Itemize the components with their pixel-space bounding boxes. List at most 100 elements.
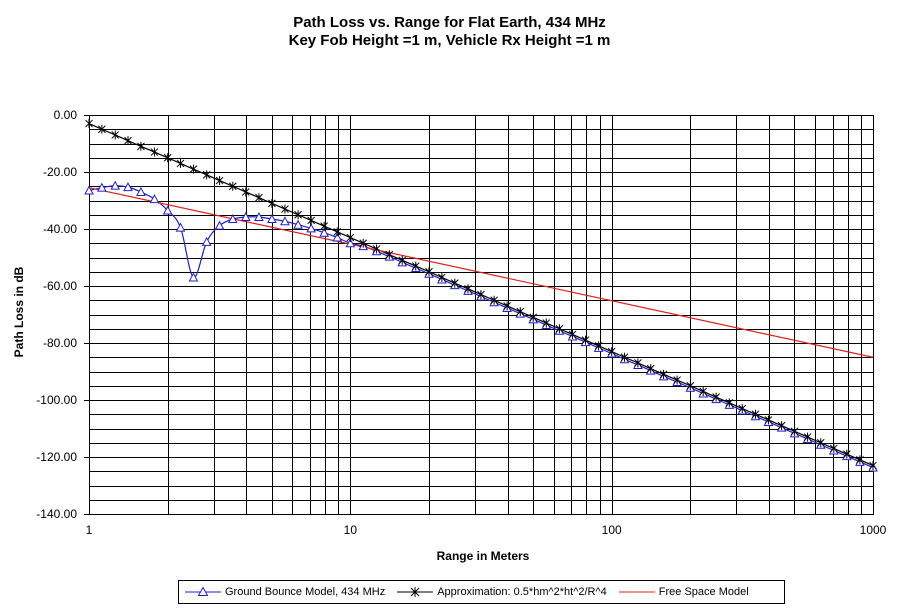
data-point-asterisk — [738, 404, 747, 414]
data-point-triangle — [306, 223, 316, 233]
series-line-2 — [88, 187, 874, 358]
data-point-asterisk — [202, 170, 211, 180]
legend: Ground Bounce Model, 434 MHz Approximati… — [178, 580, 785, 604]
data-point-triangle — [332, 232, 343, 242]
y-tick-label: -100.00 — [36, 393, 77, 407]
data-point-asterisk — [842, 449, 851, 459]
data-point-asterisk — [294, 210, 302, 220]
data-point-triangle — [175, 222, 186, 232]
y-tick-label: -120.00 — [36, 450, 77, 464]
legend-marker-triangle — [185, 586, 221, 596]
data-point-asterisk — [268, 198, 276, 208]
data-point-asterisk — [646, 364, 655, 374]
data-point-triangle — [227, 213, 238, 224]
data-point-asterisk — [411, 261, 420, 271]
data-point-asterisk — [503, 301, 511, 311]
x-axis-label: Range in Meters — [436, 549, 530, 563]
data-point-asterisk — [490, 295, 498, 305]
data-point-asterisk — [372, 244, 381, 254]
data-point-asterisk — [163, 153, 172, 163]
data-point-asterisk — [790, 426, 799, 436]
data-point-triangle — [188, 272, 199, 282]
y-tick-label: -60.00 — [43, 279, 77, 293]
data-point-asterisk — [699, 386, 708, 396]
data-point-asterisk — [829, 443, 838, 453]
x-tick-label: 1000 — [860, 523, 887, 537]
data-point-triangle — [97, 182, 107, 192]
legend-line-red — [618, 591, 655, 593]
data-point-asterisk — [712, 392, 720, 402]
data-point-asterisk — [777, 421, 786, 431]
data-point-asterisk — [516, 307, 525, 317]
legend-label: Ground Bounce Model, 434 MHz — [225, 586, 386, 598]
grid-lines — [89, 115, 874, 515]
data-point-asterisk — [751, 409, 760, 419]
x-tick-label: 100 — [602, 523, 622, 537]
data-point-asterisk — [856, 455, 864, 465]
data-point-asterisk — [346, 233, 355, 243]
data-point-asterisk — [150, 147, 159, 157]
data-point-asterisk — [594, 341, 603, 351]
data-point-asterisk — [686, 381, 695, 391]
data-point-asterisk — [634, 358, 642, 368]
data-point-asterisk — [385, 250, 394, 260]
data-point-asterisk — [320, 221, 329, 231]
data-point-asterisk — [725, 398, 734, 408]
legend-label: Approximation: 0.5*hm^2*ht^2/R^4 — [437, 586, 607, 598]
x-tick-label: 10 — [344, 523, 358, 537]
data-point-asterisk — [307, 215, 315, 225]
y-tick-label: 0.00 — [54, 108, 78, 122]
data-point-triangle — [162, 205, 173, 215]
y-tick-label: -140.00 — [36, 507, 77, 521]
data-point-asterisk — [124, 136, 132, 146]
series-line-0 — [88, 185, 874, 469]
data-point-asterisk — [581, 335, 590, 345]
y-tick-label: -20.00 — [43, 165, 77, 179]
y-axis-label: Path Loss in dB — [12, 266, 26, 358]
chart-subtitle: Key Fob Height =1 m, Vehicle Rx Height =… — [288, 32, 611, 49]
data-point-triangle — [201, 236, 212, 246]
data-point-asterisk — [228, 181, 237, 191]
data-point-triangle — [149, 194, 160, 204]
data-point-asterisk — [359, 238, 368, 248]
chart-title: Path Loss vs. Range for Flat Earth, 434 … — [293, 14, 606, 31]
data-point-triangle — [214, 220, 225, 230]
data-point-triangle — [254, 211, 264, 222]
data-point-asterisk — [438, 272, 446, 282]
path-loss-chart: 0.00 -20.00 -40.00 -60.00 -80.00 -100.00 -120.… — [36, 108, 886, 537]
data-point-asterisk — [98, 124, 106, 134]
y-tick-label: -80.00 — [43, 336, 77, 350]
data-point-asterisk — [176, 158, 185, 168]
plot-border — [89, 115, 874, 515]
legend-item-ground-bounce: Ground Bounce Model, 434 MHz — [185, 586, 385, 598]
data-point-asterisk — [869, 461, 877, 471]
data-point-triangle — [345, 238, 356, 248]
data-point-triangle — [280, 216, 290, 226]
data-point-asterisk — [450, 278, 459, 288]
data-point-triangle — [319, 227, 329, 237]
legend-item-approximation: Approximation: 0.5*hm^2*ht^2/R^4 — [397, 586, 607, 598]
data-point-asterisk — [555, 324, 564, 334]
data-point-asterisk — [764, 415, 773, 425]
axes: 0.00 -20.00 -40.00 -60.00 -80.00 -100.00 -120.… — [36, 108, 886, 537]
data-point-asterisk — [477, 290, 485, 300]
legend-item-free-space: Free Space Model — [618, 586, 749, 598]
data-point-asterisk — [215, 176, 224, 186]
data-point-asterisk — [255, 193, 263, 203]
data-point-asterisk — [816, 438, 825, 448]
legend-marker-asterisk — [397, 587, 434, 597]
series-group — [84, 119, 878, 472]
data-point-asterisk — [542, 318, 551, 328]
data-point-asterisk — [281, 204, 289, 214]
data-point-triangle — [136, 186, 146, 196]
data-point-asterisk — [189, 164, 198, 174]
data-point-asterisk — [241, 187, 250, 197]
data-point-triangle — [267, 213, 277, 224]
data-point-triangle — [123, 182, 133, 192]
data-point-asterisk — [803, 432, 812, 442]
data-point-asterisk — [137, 141, 145, 151]
data-point-triangle — [240, 211, 251, 222]
data-point-asterisk — [85, 119, 93, 129]
data-point-asterisk — [425, 267, 433, 277]
y-tick-label: -40.00 — [43, 222, 77, 236]
